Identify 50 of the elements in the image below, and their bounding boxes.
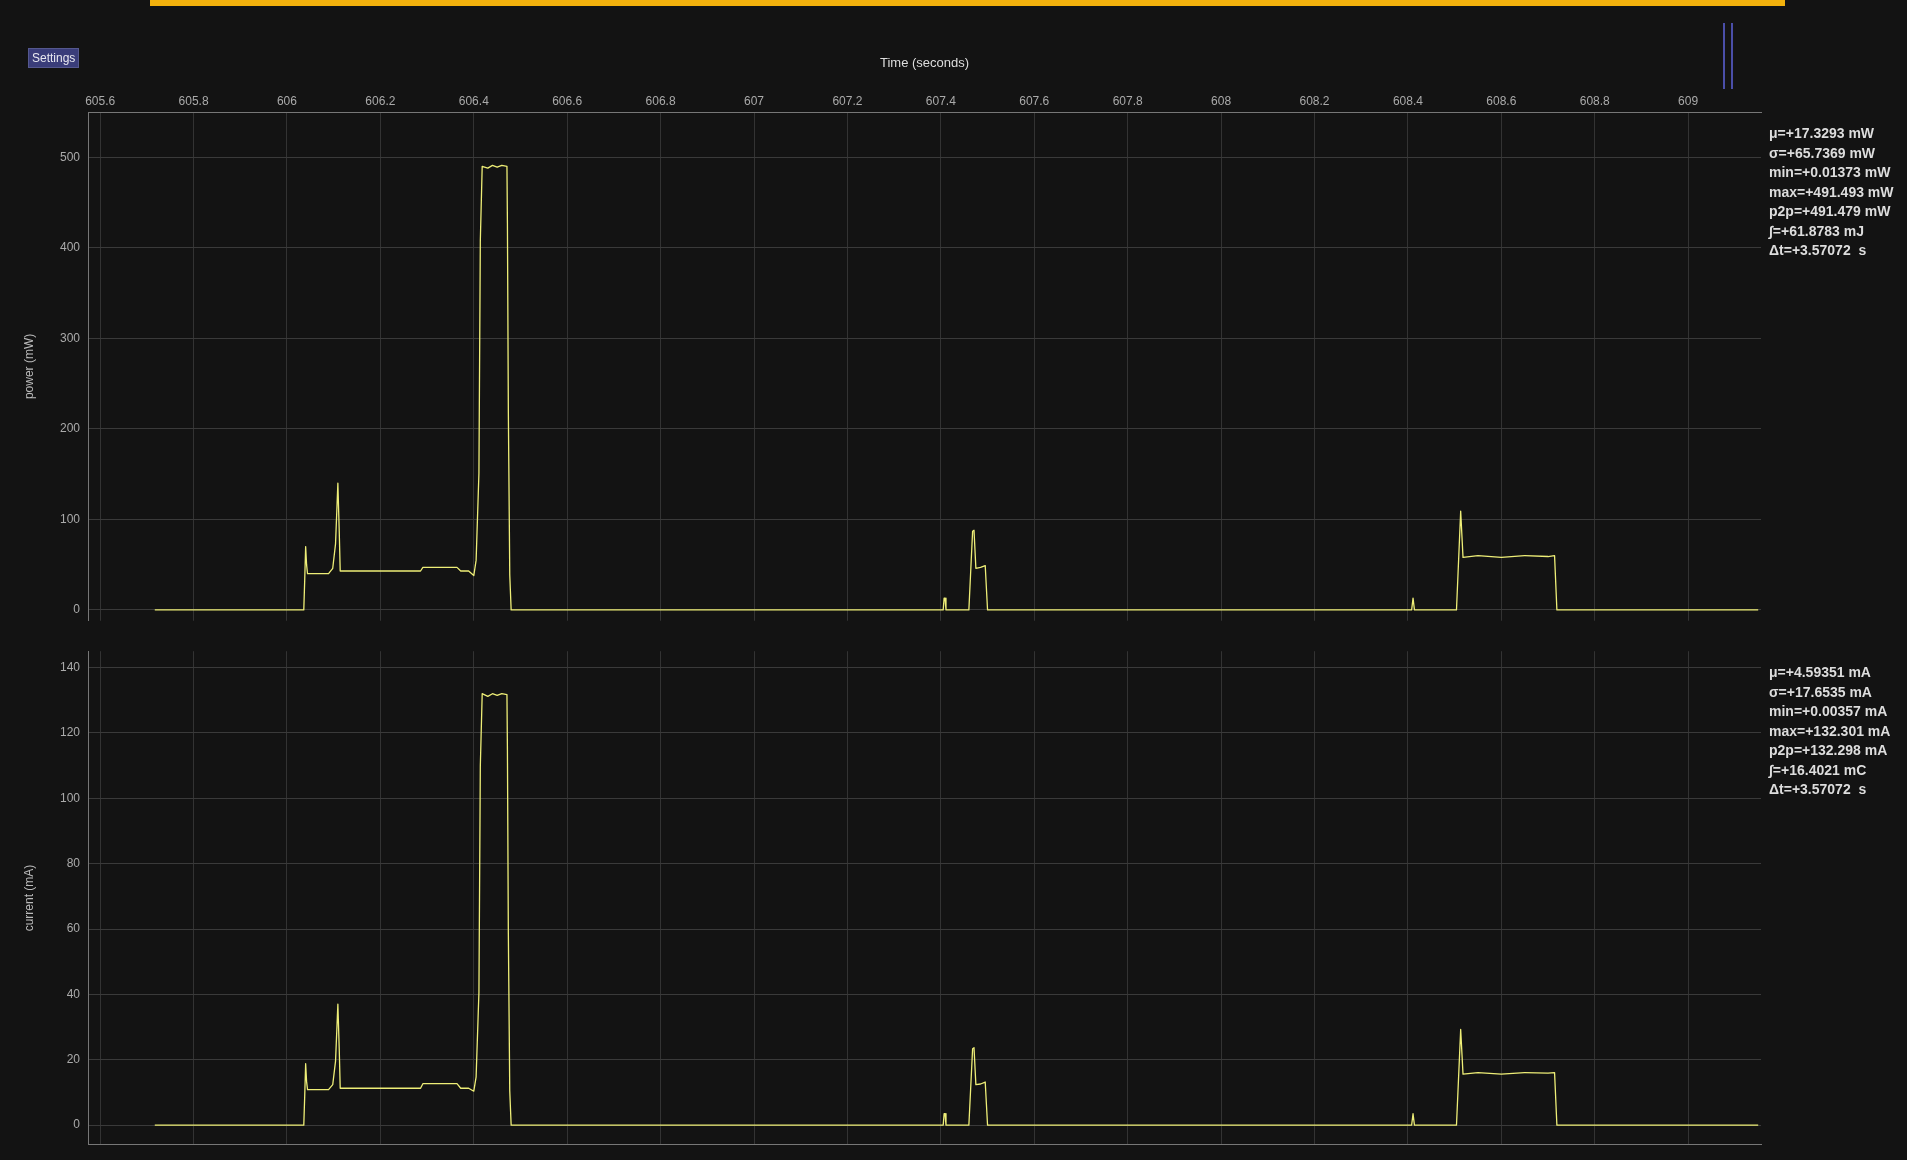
text: σ=+17.6535 mA [1769, 682, 1873, 702]
text: min=+0.00357 mA [1769, 702, 1889, 722]
y-tick-label: 200 [59, 421, 81, 436]
x-tick-label: 607.4 [925, 94, 957, 109]
text: μ=+4.59351 mA [1769, 663, 1872, 683]
x-tick-label: 607.6 [1019, 94, 1050, 109]
x-tick-label: 606 [276, 94, 298, 109]
text: p2p=+132.298 mA [1769, 741, 1889, 761]
y-tick-label: 120 [59, 725, 81, 740]
text: p2p=+491.479 mW [1769, 202, 1892, 221]
text: ∫=+61.8783 mJ [1769, 221, 1865, 241]
y-tick-label: 80 [66, 855, 81, 870]
y-tick-label: 40 [66, 986, 81, 1001]
text: μ=+17.3293 mW [1769, 124, 1876, 143]
x-tick-label: 606.6 [552, 94, 583, 109]
x-tick-label: 608.4 [1392, 94, 1424, 109]
text: max=+491.493 mW [1769, 182, 1894, 202]
y-tick-label: 20 [66, 1052, 81, 1067]
text: σ=+65.7369 mW [1769, 143, 1877, 163]
text: min=+0.01373 mW [1769, 163, 1892, 182]
x-tick-label: 606.2 [365, 94, 396, 109]
y-tick-label: 60 [66, 921, 81, 936]
y-tick-label: 100 [59, 511, 81, 526]
x-tick-label: 606.4 [458, 94, 490, 109]
x-tick-label: 608.2 [1299, 94, 1330, 109]
text: ∫=+16.4021 mC [1769, 760, 1868, 780]
x-tick-label: 607 [744, 94, 765, 109]
x-tick-label: 607.2 [832, 94, 863, 109]
x-axis-title: Time (seconds) [879, 55, 970, 71]
x-tick-label: 607.8 [1112, 94, 1144, 109]
y-tick-label: 140 [59, 659, 81, 674]
y-axis-title: current (mA) [21, 864, 36, 932]
x-tick-label: 608 [1211, 94, 1232, 109]
x-tick-label: 606.8 [645, 94, 676, 109]
y-tick-label: 500 [59, 149, 81, 164]
text: Δt=+3.57072 s [1769, 241, 1868, 260]
x-tick-label: 609 [1678, 94, 1699, 109]
x-tick-label: 608.6 [1486, 94, 1517, 109]
y-tick-label: 100 [59, 790, 81, 805]
x-tick-label: 605.6 [85, 94, 116, 109]
y-tick-label: 0 [73, 602, 81, 617]
y-tick-label: 300 [59, 330, 81, 345]
x-tick-label: 605.8 [178, 94, 209, 109]
text: max=+132.301 mA [1769, 721, 1891, 741]
y-axis-title: power (mW) [21, 333, 36, 400]
text: Settings [28, 48, 80, 68]
text: Δt=+3.57072 s [1769, 780, 1868, 800]
y-tick-label: 400 [59, 240, 81, 255]
y-tick-label: 0 [73, 1117, 81, 1132]
x-tick-label: 608.8 [1579, 94, 1611, 109]
